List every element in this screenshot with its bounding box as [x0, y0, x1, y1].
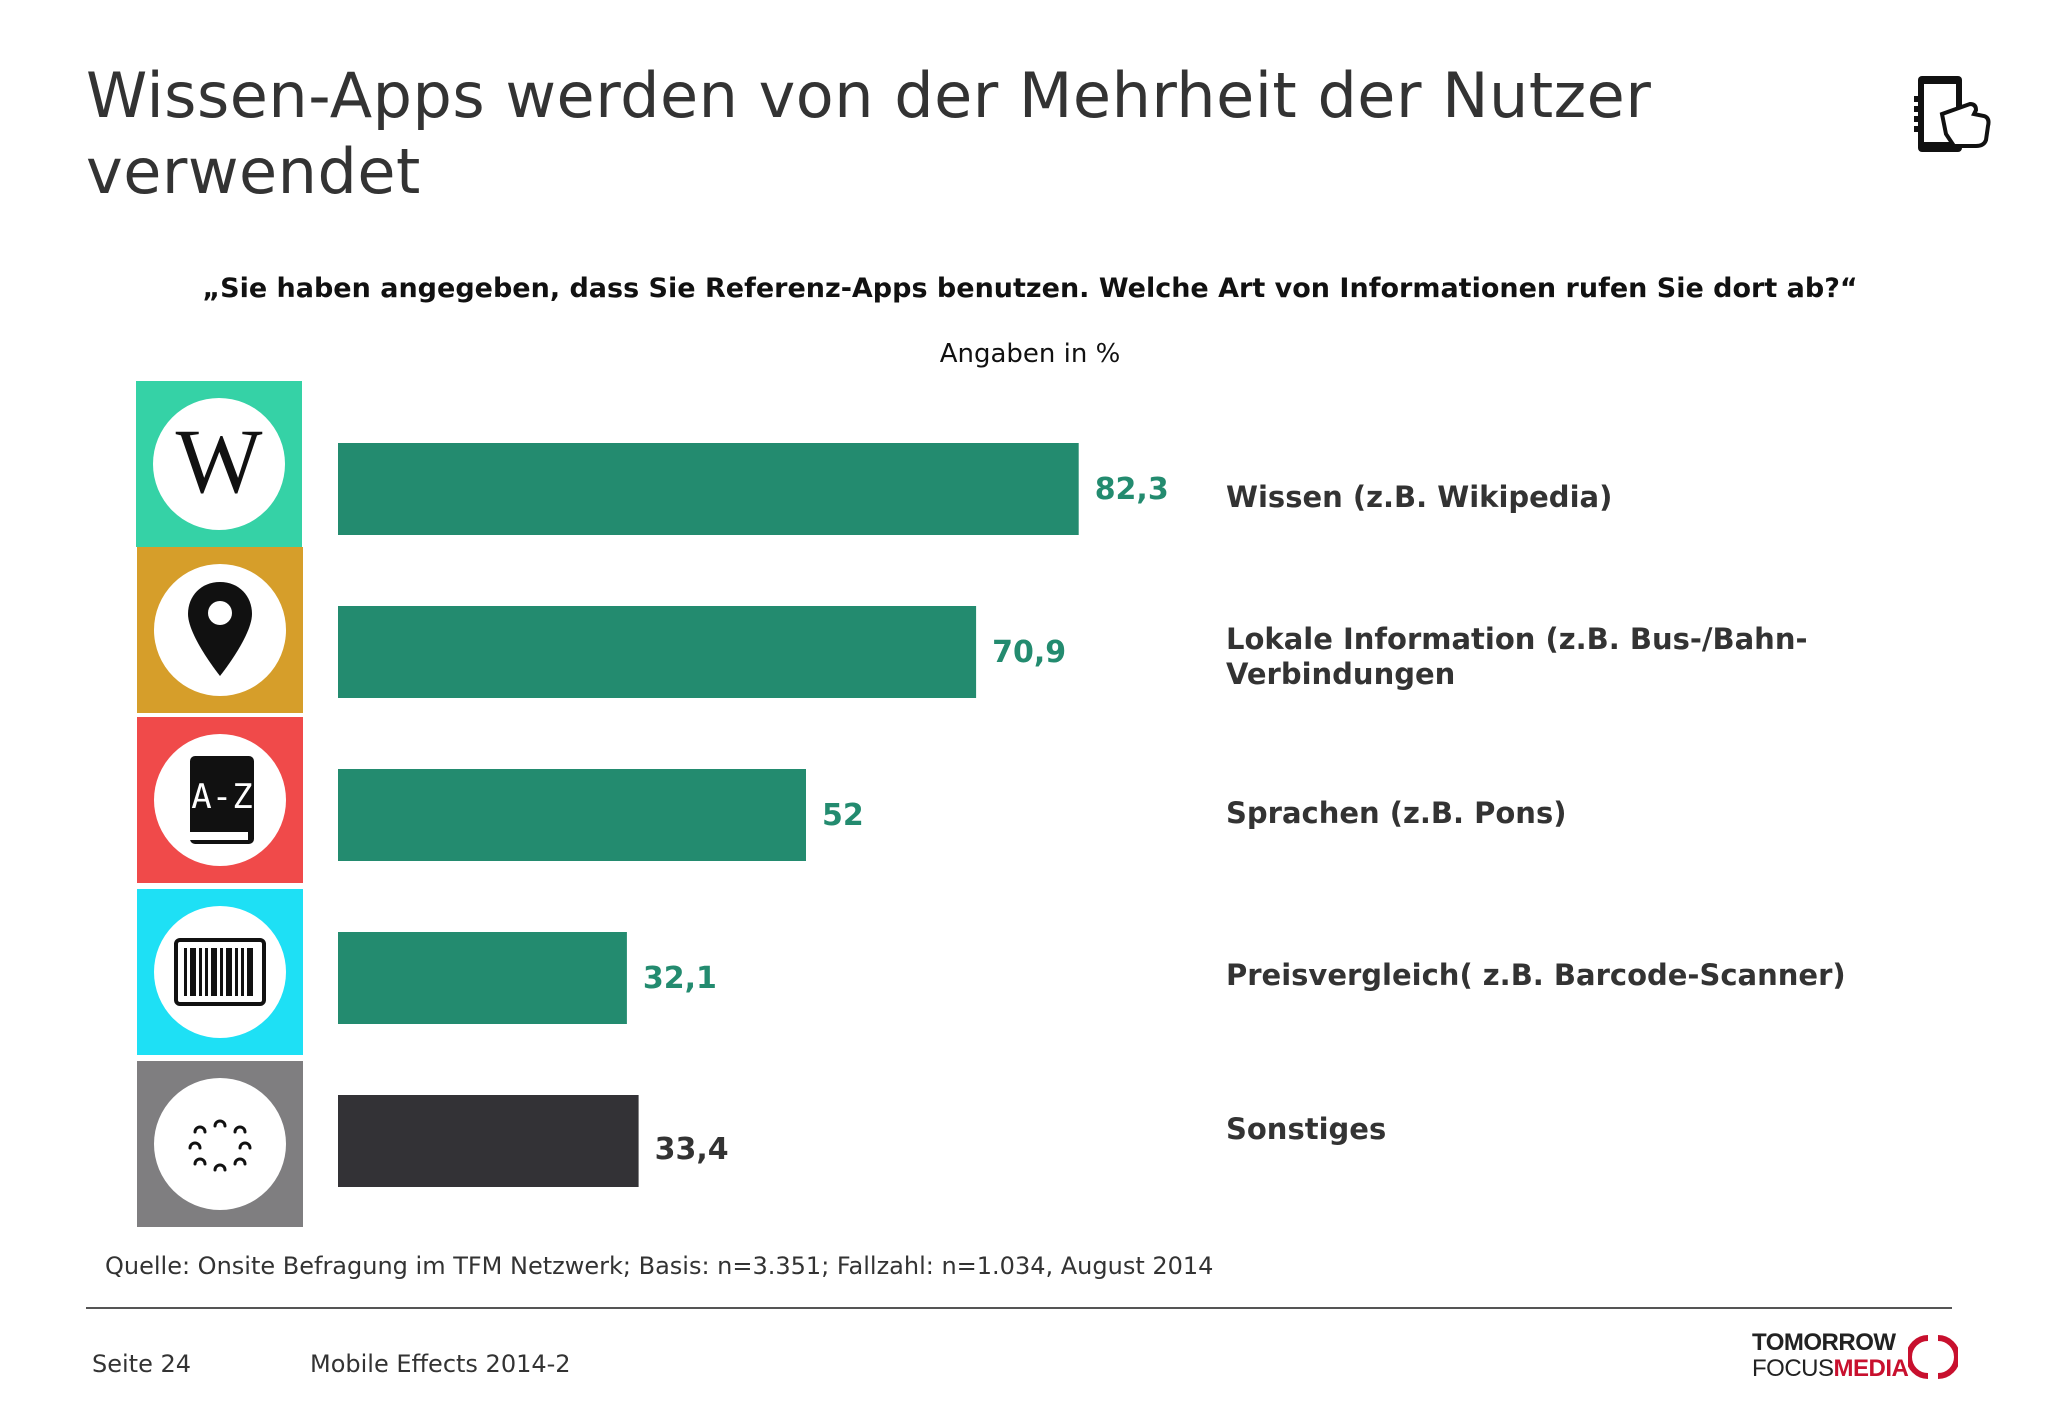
category-label-lokale-information: Lokale Information (z.B. Bus-/Bahn-Verbi…: [1226, 622, 1808, 691]
logo-word-media: MEDIA: [1833, 1355, 1909, 1382]
tile-map-pin: [137, 547, 303, 713]
logo-word-focus: FOCUS: [1752, 1355, 1834, 1382]
tile-other: [137, 1061, 303, 1227]
tile-barcode: [137, 889, 303, 1055]
barcode-icon: [174, 938, 266, 1006]
bar-1: [338, 606, 977, 698]
bar-value-label-4: 33,4: [655, 1132, 729, 1167]
tile-wikipedia: W: [136, 381, 302, 547]
bar-value-label-3: 32,1: [643, 961, 717, 996]
logo-line-1: TOMORROW: [1752, 1329, 1896, 1356]
tile-dictionary: A-Z: [137, 717, 303, 883]
category-label-preisvergleich: Preisvergleich( z.B. Barcode-Scanner): [1226, 958, 1846, 992]
dots-circle-icon: [188, 1119, 252, 1172]
wikipedia-icon: W: [176, 410, 263, 512]
source-note: Quelle: Onsite Befragung im TFM Netzwerk…: [105, 1252, 1214, 1280]
survey-question: „Sie haben angegeben, dass Sie Referenz-…: [202, 273, 1858, 304]
logo-line-2: FOCUSMEDIA: [1752, 1355, 1909, 1382]
page-title: Wissen-Apps werden von der Mehrheit der …: [86, 59, 1652, 208]
bar-4: [338, 1095, 639, 1187]
bar-value-label-1: 70,9: [992, 635, 1066, 670]
svg-text:W: W: [176, 410, 263, 512]
category-label-wissen: Wissen (z.B. Wikipedia): [1226, 480, 1613, 514]
bar-value-label-0: 82,3: [1095, 472, 1169, 507]
smartphone-touch-icon: [1914, 76, 1991, 152]
unit-note: Angaben in %: [939, 339, 1121, 369]
bar-3: [338, 932, 627, 1024]
bar-2: [338, 769, 806, 861]
document-name: Mobile Effects 2014-2: [310, 1350, 571, 1378]
svg-text:A-Z: A-Z: [191, 777, 252, 817]
logo-mark-icon: [1908, 1335, 1958, 1379]
tomorrow-focus-media-logo: TOMORROW FOCUSMEDIA: [1752, 1330, 1962, 1382]
bar-value-label-2: 52: [822, 798, 864, 833]
category-label-sprachen: Sprachen (z.B. Pons): [1226, 796, 1567, 830]
category-label-sonstiges: Sonstiges: [1226, 1112, 1387, 1146]
bar-0: [338, 443, 1079, 535]
footer-divider: [86, 1307, 1952, 1309]
page-number: Seite 24: [92, 1350, 192, 1378]
map-pin-icon: [188, 582, 252, 676]
dictionary-az-icon: A-Z: [190, 756, 254, 844]
